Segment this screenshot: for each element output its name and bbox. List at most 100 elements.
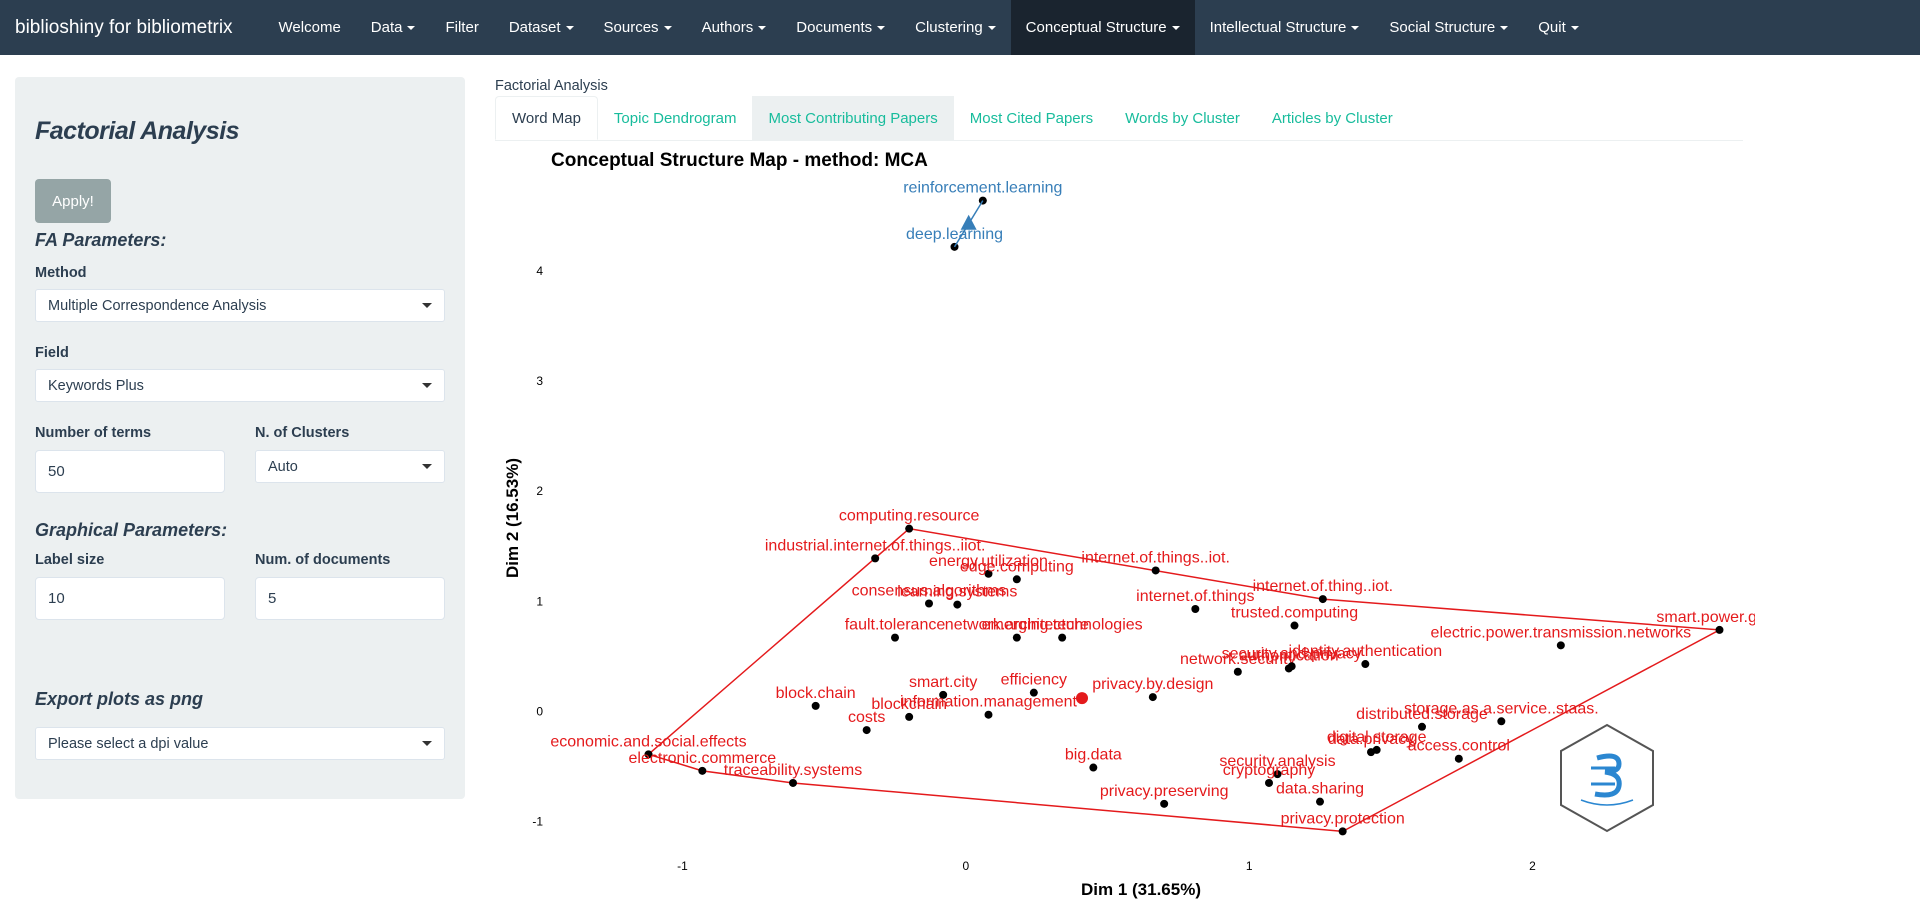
term-label: reinforcement.learning [903, 180, 1062, 197]
term-point [1556, 641, 1565, 650]
nav-item-welcome[interactable]: Welcome [264, 0, 356, 55]
term-point [871, 554, 880, 563]
nav-item-label: Welcome [278, 19, 341, 36]
top-navbar: biblioshiny for bibliometrix Welcome Data… [0, 0, 1920, 55]
term-point [1361, 660, 1370, 669]
term-label: big.data [1065, 747, 1122, 764]
term-point [1338, 827, 1347, 836]
nav-item-data[interactable]: Data [356, 0, 431, 55]
nav-item-filter[interactable]: Filter [430, 0, 493, 55]
term-label: storage.as.a.service..staas. [1404, 700, 1599, 717]
num-documents-input[interactable]: 5 [255, 577, 445, 620]
caret-down-icon [1171, 25, 1180, 30]
nav-item-authors[interactable]: Authors [687, 0, 782, 55]
cluster-centroid [960, 214, 977, 230]
term-label: privacy.preserving [1100, 783, 1229, 800]
tab-topic-dendrogram[interactable]: Topic Dendrogram [613, 109, 737, 127]
term-point [811, 701, 820, 710]
term-point [698, 766, 707, 775]
y-axis-label: Dim 2 (16.53%) [503, 458, 522, 578]
term-label: deep.learning [906, 226, 1003, 243]
term-label: electronic.commerce [629, 750, 777, 767]
nav-item-dataset[interactable]: Dataset [494, 0, 589, 55]
term-label: internet.of.thing..iot. [1253, 578, 1394, 595]
sidebar-panel: Factorial Analysis Apply! FA Parameters:… [15, 77, 465, 799]
term-label: privacy.by.design [1092, 676, 1213, 693]
nav-item-documents[interactable]: Documents [781, 0, 900, 55]
n-clusters-select[interactable]: Auto [255, 450, 445, 483]
x-tick-label: 0 [962, 859, 969, 873]
term-label: emerging.technologies [982, 617, 1143, 634]
x-tick-label: -1 [677, 859, 688, 873]
tab-most-contributing-papers[interactable]: Most Contributing Papers [752, 96, 954, 140]
nav-item-label: Conceptual Structure [1025, 19, 1167, 36]
tab-most-cited-papers[interactable]: Most Cited Papers [969, 109, 1094, 127]
nav-item-label: Intellectual Structure [1209, 19, 1347, 36]
term-label: fault.tolerance [845, 617, 946, 634]
caret-down-icon [877, 25, 886, 30]
caret-down-icon [987, 25, 996, 30]
term-point [1290, 621, 1299, 630]
nav-item-clustering[interactable]: Clustering [900, 0, 1011, 55]
nav-item-label: Quit [1538, 19, 1566, 36]
nav-item-social-structure[interactable]: Social Structure [1374, 0, 1523, 55]
x-axis-label: Dim 1 (31.65%) [1081, 880, 1201, 899]
y-tick-label: 1 [536, 594, 543, 608]
method-select[interactable]: Multiple Correspondence Analysis [35, 289, 445, 322]
term-point [984, 569, 993, 578]
nav-item-label: Dataset [508, 19, 561, 36]
number-of-terms-input[interactable]: 50 [35, 450, 225, 493]
chevron-down-icon [422, 383, 432, 388]
term-label: access.control [1408, 738, 1510, 755]
tab-words-by-cluster[interactable]: Words by Cluster [1125, 109, 1240, 127]
field-label: Field [35, 345, 69, 361]
caret-down-icon [1500, 25, 1509, 30]
term-point [1454, 754, 1463, 763]
nav-item-sources[interactable]: Sources [589, 0, 687, 55]
label-size-label: Label size [35, 552, 105, 568]
tab-articles-by-cluster[interactable]: Articles by Cluster [1271, 109, 1393, 127]
method-select-value: Multiple Correspondence Analysis [48, 297, 267, 314]
caret-down-icon [1570, 25, 1579, 30]
graphical-parameters-heading: Graphical Parameters: [35, 520, 228, 540]
label-size-input[interactable]: 10 [35, 577, 225, 620]
term-point [1316, 797, 1324, 806]
apply-button[interactable]: Apply! [35, 179, 111, 223]
nav-item-conceptual-structure[interactable]: Conceptual Structure [1010, 0, 1195, 55]
field-select[interactable]: Keywords Plus [35, 369, 445, 402]
x-tick-label: 1 [1246, 859, 1253, 873]
term-label: efficiency [1001, 672, 1067, 689]
term-label: internet.of.things..iot. [1081, 549, 1230, 566]
export-plots-heading: Export plots as png [35, 689, 204, 709]
nav-item-intellectual-structure[interactable]: Intellectual Structure [1195, 0, 1375, 55]
dpi-select[interactable]: Please select a dpi value [35, 727, 445, 760]
chevron-down-icon [422, 464, 432, 469]
term-point [1418, 722, 1426, 731]
term-point [1012, 633, 1021, 642]
term-point [1191, 605, 1200, 614]
term-point [978, 196, 987, 205]
term-label: economic.and.social.effects [550, 733, 746, 750]
caret-down-icon [407, 25, 416, 30]
nav-item-label: Sources [603, 19, 659, 36]
tab-word-map[interactable]: Word Map [495, 96, 598, 140]
term-point [644, 750, 653, 759]
tab-bar: Word Map Topic Dendrogram Most Contributin… [495, 96, 1743, 141]
term-point [905, 712, 914, 721]
fa-parameters-heading: FA Parameters: [35, 230, 167, 250]
term-label: costs [848, 709, 885, 726]
term-point [862, 726, 871, 735]
y-tick-label: 0 [536, 704, 543, 718]
term-point [1233, 667, 1242, 676]
nav-item-quit[interactable]: Quit [1523, 0, 1594, 55]
term-label: distributed.storage [1356, 706, 1488, 723]
term-point [905, 524, 914, 533]
term-label: internet.of.things [1136, 588, 1254, 605]
field-select-value: Keywords Plus [48, 377, 144, 394]
term-label: energy.utilization [929, 553, 1048, 570]
term-point [1367, 748, 1375, 757]
nav-item-label: Documents [796, 19, 873, 36]
app-brand[interactable]: biblioshiny for bibliometrix [15, 16, 233, 38]
term-label: privacy.protection [1281, 810, 1405, 827]
term-label: digital.storage [1327, 729, 1427, 746]
